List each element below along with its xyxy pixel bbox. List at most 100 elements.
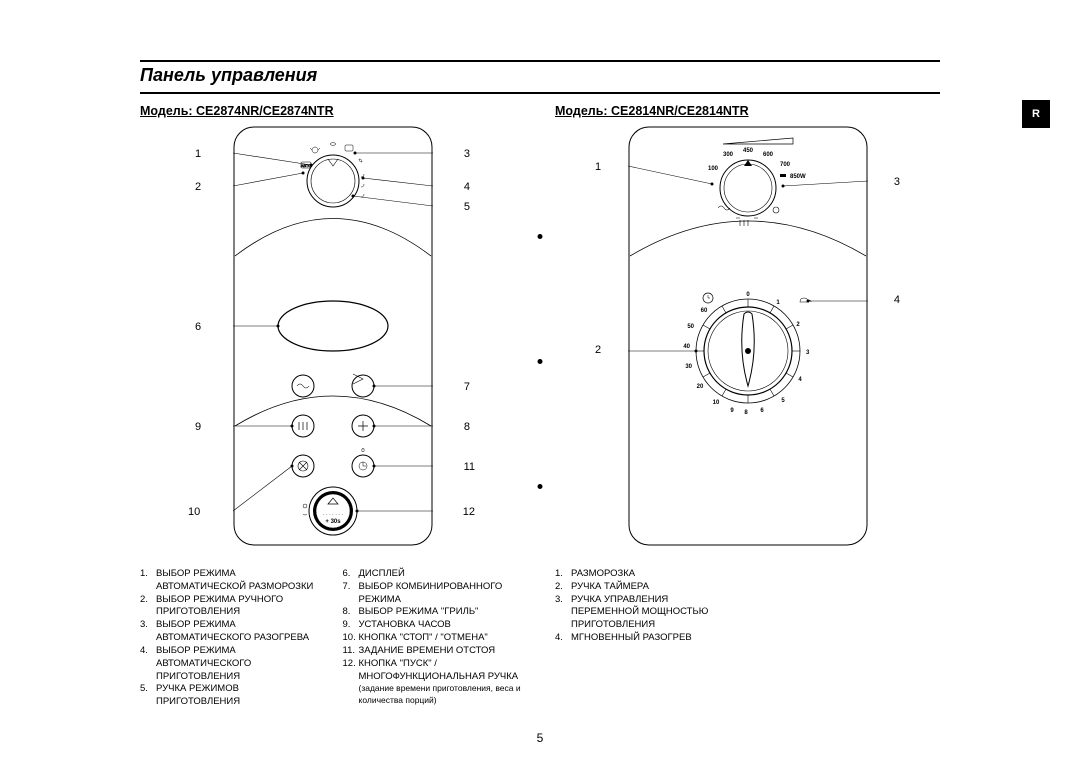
separator-dot: [538, 484, 543, 489]
callout-9: 9: [195, 421, 201, 433]
callout-r3: 3: [894, 176, 900, 188]
svg-text:850W: 850W: [790, 174, 806, 180]
svg-text:8: 8: [744, 410, 748, 416]
callout-4: 4: [464, 181, 470, 193]
svg-text:5: 5: [781, 398, 785, 404]
legend-num: 4.: [140, 645, 156, 683]
legend-item: 6.ДИСПЛЕЙ: [343, 568, 526, 581]
legend-text: КНОПКА "ПУСК" / МНОГОФУНКЦИОНАЛЬНАЯ РУЧК…: [359, 658, 526, 684]
page-title: Панель управления: [140, 65, 940, 86]
svg-text:450: 450: [742, 148, 753, 154]
legend-num: 7.: [343, 581, 359, 607]
right-column: Модель: CE2814NR/CE2814NTR 100 300: [555, 104, 940, 709]
callout-2: 2: [195, 181, 201, 193]
separator-dot: [538, 359, 543, 364]
legend-text: ВЫБОР РЕЖИМА РУЧНОГО ПРИГОТОВЛЕНИЯ: [156, 594, 323, 620]
svg-text:600: 600: [762, 152, 773, 158]
svg-text:9: 9: [730, 408, 734, 414]
legend-num: 11.: [343, 645, 359, 658]
legend-text: УСТАНОВКА ЧАСОВ: [359, 619, 526, 632]
legend-text: ДИСПЛЕЙ: [359, 568, 526, 581]
legend-num: 4.: [555, 632, 571, 645]
svg-text:10: 10: [712, 400, 719, 406]
svg-text:30: 30: [685, 364, 692, 370]
legend-num: 3.: [140, 619, 156, 645]
svg-text:3: 3: [806, 350, 810, 356]
callout-r2: 2: [595, 344, 601, 356]
legend-item: 10.КНОПКА "СТОП" / "ОТМЕНА": [343, 632, 526, 645]
legend-num: 5.: [140, 683, 156, 709]
legend-num: 9.: [343, 619, 359, 632]
svg-text:2: 2: [796, 322, 800, 328]
left-column: Модель: CE2874NR/CE2874NTR АВТО: [140, 104, 525, 709]
callout-3: 3: [464, 148, 470, 160]
language-tab: R: [1022, 100, 1050, 128]
legend-item: 8.ВЫБОР РЕЖИМА "ГРИЛЬ": [343, 606, 526, 619]
left-panel-svg: АВТО: [233, 126, 433, 546]
page-content: Панель управления Модель: CE2874NR/CE287…: [140, 60, 940, 709]
legend-text: КНОПКА "СТОП" / "ОТМЕНА": [359, 632, 526, 645]
legend-item: 1.ВЫБОР РЕЖИМА АВТОМАТИЧЕСКОЙ РАЗМОРОЗКИ: [140, 568, 323, 594]
right-legend: 1.РАЗМОРОЗКА2.РУЧКА ТАЙМЕРА3.РУЧКА УПРАВ…: [555, 568, 940, 645]
callout-r4: 4: [894, 294, 900, 306]
svg-text:700: 700: [780, 162, 791, 168]
left-legend: 1.ВЫБОР РЕЖИМА АВТОМАТИЧЕСКОЙ РАЗМОРОЗКИ…: [140, 568, 525, 709]
callout-12: 12: [463, 506, 475, 518]
svg-text:40: 40: [683, 344, 690, 350]
legend-item: 11.ЗАДАНИЕ ВРЕМЕНИ ОТСТОЯ: [343, 645, 526, 658]
right-panel-diagram: 100 300 450 600 700 850W: [555, 126, 940, 556]
legend-text: РУЧКА УПРАВЛЕНИЯ ПЕРЕМЕННОЙ МОЩНОСТЬЮ ПР…: [571, 594, 738, 632]
start-dial-label: + 30s: [325, 519, 341, 525]
callout-1: 1: [195, 148, 201, 160]
svg-text:4: 4: [798, 377, 802, 383]
legend-item: 3.РУЧКА УПРАВЛЕНИЯ ПЕРЕМЕННОЙ МОЩНОСТЬЮ …: [555, 594, 738, 632]
legend-num: 1.: [555, 568, 571, 581]
svg-text:300: 300: [722, 152, 733, 158]
callout-7: 7: [464, 381, 470, 393]
svg-text:· · · · · · ·: · · · · · · ·: [323, 512, 343, 518]
columns: Модель: CE2874NR/CE2874NTR АВТО: [140, 104, 940, 709]
column-separator-dots: [538, 234, 543, 489]
legend-item: 5.РУЧКА РЕЖИМОВ ПРИГОТОВЛЕНИЯ: [140, 683, 323, 709]
legend-num: 10.: [343, 632, 359, 645]
title-bar: Панель управления: [140, 60, 940, 94]
legend-item: 12.КНОПКА "ПУСК" / МНОГОФУНКЦИОНАЛЬНАЯ Р…: [343, 658, 526, 684]
svg-text:⏱: ⏱: [361, 448, 365, 454]
legend-num: 3.: [555, 594, 571, 632]
svg-text:20: 20: [696, 384, 703, 390]
svg-text:0: 0: [746, 292, 750, 298]
svg-text:60: 60: [700, 308, 707, 314]
model-label-right: Модель: CE2814NR/CE2814NTR: [555, 104, 940, 118]
model-label-left: Модель: CE2874NR/CE2874NTR: [140, 104, 525, 118]
legend-text: РУЧКА РЕЖИМОВ ПРИГОТОВЛЕНИЯ: [156, 683, 323, 709]
page-number: 5: [537, 731, 544, 745]
left-legend-col-b: 6.ДИСПЛЕЙ7.ВЫБОР КОМБИНИРОВАННОГО РЕЖИМА…: [343, 568, 526, 709]
legend-text: ВЫБОР РЕЖИМА "ГРИЛЬ": [359, 606, 526, 619]
legend-num: 2.: [555, 581, 571, 594]
right-legend-col: 1.РАЗМОРОЗКА2.РУЧКА ТАЙМЕРА3.РУЧКА УПРАВ…: [555, 568, 738, 645]
legend-num: 1.: [140, 568, 156, 594]
legend-subitem: (задание времени приготовления, веса и к…: [343, 683, 526, 706]
legend-item: 4.ВЫБОР РЕЖИМА АВТОМАТИЧЕСКОГО ПРИГОТОВЛ…: [140, 645, 323, 683]
right-panel-svg: 100 300 450 600 700 850W: [628, 126, 868, 546]
legend-num: 8.: [343, 606, 359, 619]
svg-text:50: 50: [687, 324, 694, 330]
legend-text: ЗАДАНИЕ ВРЕМЕНИ ОТСТОЯ: [359, 645, 526, 658]
legend-item: 1.РАЗМОРОЗКА: [555, 568, 738, 581]
callout-6: 6: [195, 321, 201, 333]
svg-text:100: 100: [707, 166, 718, 172]
legend-subtext: (задание времени приготовления, веса и к…: [359, 683, 526, 706]
legend-text: ВЫБОР КОМБИНИРОВАННОГО РЕЖИМА: [359, 581, 526, 607]
legend-item: 4.МГНОВЕННЫЙ РАЗОГРЕВ: [555, 632, 738, 645]
callout-8: 8: [464, 421, 470, 433]
legend-text: ВЫБОР РЕЖИМА АВТОМАТИЧЕСКОГО ПРИГОТОВЛЕН…: [156, 645, 323, 683]
callout-r1: 1: [595, 161, 601, 173]
left-panel-diagram: АВТО: [140, 126, 525, 556]
legend-num: 6.: [343, 568, 359, 581]
callout-11: 11: [464, 461, 475, 473]
legend-num: 12.: [343, 658, 359, 684]
left-legend-col-a: 1.ВЫБОР РЕЖИМА АВТОМАТИЧЕСКОЙ РАЗМОРОЗКИ…: [140, 568, 323, 709]
callout-10: 10: [188, 506, 200, 518]
legend-item: 7.ВЫБОР КОМБИНИРОВАННОГО РЕЖИМА: [343, 581, 526, 607]
legend-text: МГНОВЕННЫЙ РАЗОГРЕВ: [571, 632, 738, 645]
